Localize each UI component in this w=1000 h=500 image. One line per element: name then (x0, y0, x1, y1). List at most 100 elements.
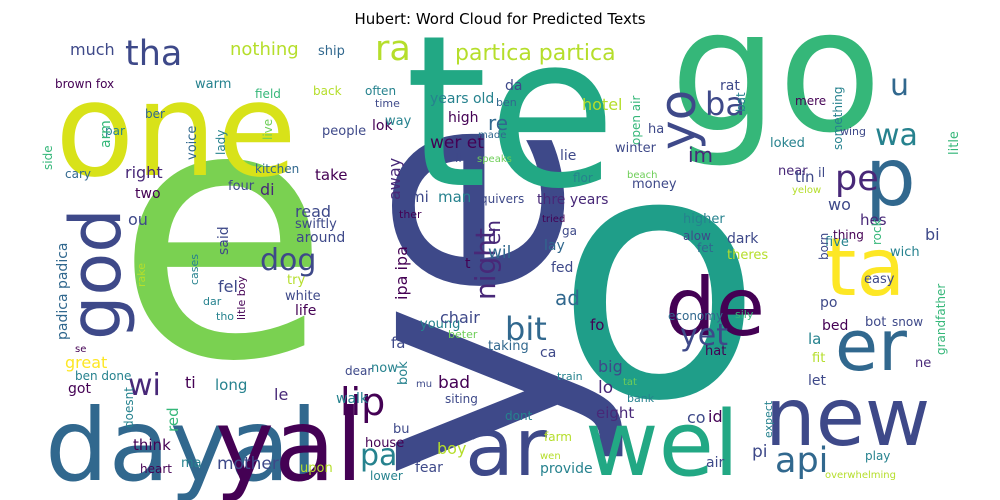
word-im: im (688, 143, 713, 167)
word-p: p (865, 131, 916, 224)
word-think: think (133, 436, 171, 454)
word-years-old: years old (430, 91, 494, 107)
word-dark: dark (727, 231, 759, 247)
word-lo: lo (598, 378, 613, 398)
word-wer-et: wer et (430, 133, 484, 153)
word-ta: ta (825, 221, 905, 314)
word-dayal: dayal (45, 387, 318, 500)
word-arm: arm (98, 120, 114, 148)
word-made: made (478, 130, 506, 141)
word-hotel: hotel (582, 95, 623, 114)
word-wen: wen (540, 451, 561, 462)
word-co: co (687, 408, 706, 427)
word-born: born (817, 233, 831, 260)
word-doesnt: doesnt (122, 387, 136, 428)
word-tho: tho (216, 310, 234, 323)
word-much: much (70, 40, 115, 59)
word-tried: tried (542, 214, 565, 225)
word-flor: flor (573, 171, 593, 185)
word-often: often (365, 84, 396, 98)
word-fear: fear (415, 460, 443, 476)
word-eight: eight (596, 404, 634, 422)
word-voice: voice (185, 126, 200, 160)
word-train: train (557, 370, 583, 383)
word-try: try (287, 273, 305, 288)
word-ne: ne (915, 356, 931, 371)
word-yet: yet (680, 318, 728, 353)
word-speaks: speaks (477, 154, 512, 165)
word-white: white (285, 289, 321, 304)
word-take: take (315, 166, 347, 184)
word-cases: cases (188, 254, 201, 285)
word-two: two (135, 186, 161, 202)
word-go: go (670, 0, 882, 171)
word-wing: wing (840, 125, 866, 138)
word-hes: hes (860, 211, 887, 229)
word-new: new (765, 371, 930, 464)
word-thing: thing (833, 228, 864, 242)
word-loked: loked (770, 136, 805, 151)
word-id: id (708, 407, 723, 426)
word-bok: bok (396, 361, 411, 385)
word-heart: heart (140, 462, 172, 476)
word-ti: ti (185, 373, 196, 392)
word-lip: lip (340, 380, 385, 424)
word-ipa-ipa: ipa ipa (392, 246, 411, 300)
word-nothing: nothing (230, 39, 299, 60)
word-dear: dear (345, 364, 372, 378)
word-pa: pa (360, 438, 397, 473)
word-bu: bu (393, 422, 410, 437)
word-bit: bit (505, 310, 547, 348)
word-mi: mi (410, 188, 429, 206)
word-open-air: open air (629, 96, 643, 145)
word-wi: wi (128, 368, 161, 403)
word-swiftly: swiftly (295, 217, 337, 232)
word-fo: fo (590, 316, 604, 334)
word-rat: rat (720, 78, 740, 94)
word-long: long (215, 376, 247, 394)
word-po: po (820, 295, 837, 311)
word-higher: higher (683, 212, 725, 227)
word-farm: farm (544, 430, 572, 444)
word-le: le (274, 385, 288, 404)
word-padica-padica: padica padica (55, 243, 71, 341)
word-tat: tat (623, 377, 637, 388)
word-lady: lady (214, 130, 228, 155)
word-thre-years: thre years (537, 192, 608, 208)
word-ben: ben (496, 96, 517, 109)
word-ad: ad (555, 286, 580, 310)
word-hat: hat (705, 344, 726, 359)
word-wa: wa (875, 118, 918, 153)
word-chair: chair (440, 308, 480, 327)
word-lay: lay (544, 238, 565, 254)
word-ba: ba (705, 85, 745, 123)
word-high: high (448, 110, 479, 126)
word-de: de (665, 261, 765, 354)
word-pe: pe (835, 159, 879, 199)
word-expect: expect (762, 400, 775, 438)
word-money: money (632, 177, 677, 192)
word-e: e (115, 30, 330, 438)
word-away: away (385, 158, 404, 200)
word-wil: wil (488, 243, 511, 263)
word-bot: bot (865, 315, 886, 330)
word-ga: ga (562, 224, 577, 238)
word-fit: fit (812, 351, 825, 366)
word-five: five (825, 235, 849, 250)
word-mu: mu (416, 379, 432, 390)
word-around: around (296, 230, 345, 246)
word-yal: yal (215, 387, 363, 500)
word-ben-done: ben done (75, 369, 131, 383)
word-tin: tin (795, 168, 815, 186)
word-big: big (598, 357, 623, 376)
word-right: right (125, 163, 163, 182)
word-boy: boy (437, 439, 466, 458)
word-winter: winter (615, 141, 657, 156)
word-easy: easy (864, 272, 895, 287)
chart-title: Hubert: Word Cloud for Predicted Texts (354, 10, 646, 28)
word-partica-partica: partica partica (455, 41, 616, 66)
word-people: people (322, 124, 366, 139)
word-ra: ra (375, 29, 411, 69)
word-litle-boy: litle boy (235, 276, 248, 320)
word-life: life (295, 303, 316, 319)
